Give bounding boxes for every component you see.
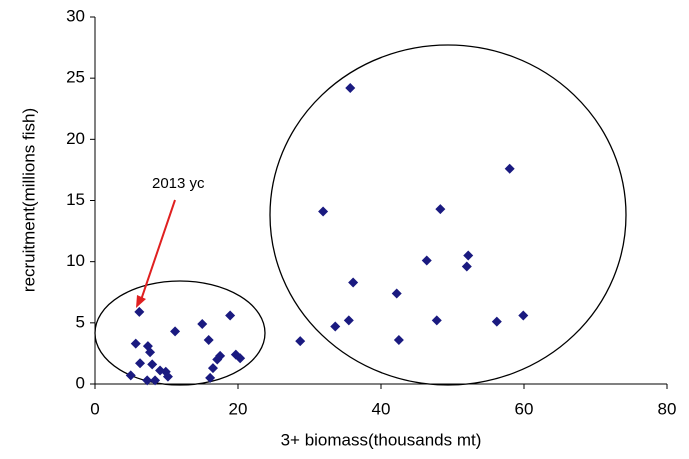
point xyxy=(212,354,223,365)
annotation-arrowhead xyxy=(136,295,146,308)
x-tick-label: 0 xyxy=(90,399,99,418)
point xyxy=(461,261,472,272)
y-tick-label: 25 xyxy=(66,68,85,87)
point xyxy=(463,250,474,261)
point xyxy=(130,338,141,349)
point xyxy=(203,334,214,345)
y-tick-label: 30 xyxy=(66,6,85,25)
cluster-ellipse xyxy=(269,44,627,386)
y-tick-label: 0 xyxy=(76,373,85,392)
point xyxy=(134,306,145,317)
point xyxy=(207,363,218,374)
x-tick-label: 60 xyxy=(515,399,534,418)
point xyxy=(225,310,236,321)
point xyxy=(170,326,181,337)
point xyxy=(330,321,341,332)
point xyxy=(504,163,515,174)
annotation-arrow xyxy=(140,199,176,301)
y-axis-label: recruitment(millions fish) xyxy=(19,108,38,292)
point xyxy=(235,353,246,364)
cluster-ellipse xyxy=(94,280,266,386)
y-tick-label: 5 xyxy=(76,312,85,331)
point xyxy=(435,204,446,215)
x-tick-label: 80 xyxy=(658,399,677,418)
point xyxy=(518,310,529,321)
point xyxy=(205,372,216,383)
point xyxy=(393,334,404,345)
y-tick-label: 15 xyxy=(66,190,85,209)
point xyxy=(150,375,161,386)
point xyxy=(135,358,146,369)
point xyxy=(197,319,208,330)
point xyxy=(345,82,356,93)
annotation: 2013 yc xyxy=(152,175,205,192)
y-tick-label: 20 xyxy=(66,129,85,148)
point xyxy=(343,315,354,326)
point xyxy=(421,255,432,266)
point xyxy=(162,371,173,382)
point xyxy=(491,316,502,327)
point xyxy=(348,277,359,288)
y-tick-label: 10 xyxy=(66,251,85,270)
point xyxy=(295,336,306,347)
point xyxy=(145,347,156,358)
x-tick-label: 40 xyxy=(372,399,391,418)
point xyxy=(391,288,402,299)
point xyxy=(125,370,136,381)
point xyxy=(147,359,158,370)
point xyxy=(431,315,442,326)
x-tick-label: 20 xyxy=(229,399,248,418)
point xyxy=(318,206,329,217)
point xyxy=(142,375,153,386)
x-axis-label: 3+ biomass(thousands mt) xyxy=(281,430,482,449)
